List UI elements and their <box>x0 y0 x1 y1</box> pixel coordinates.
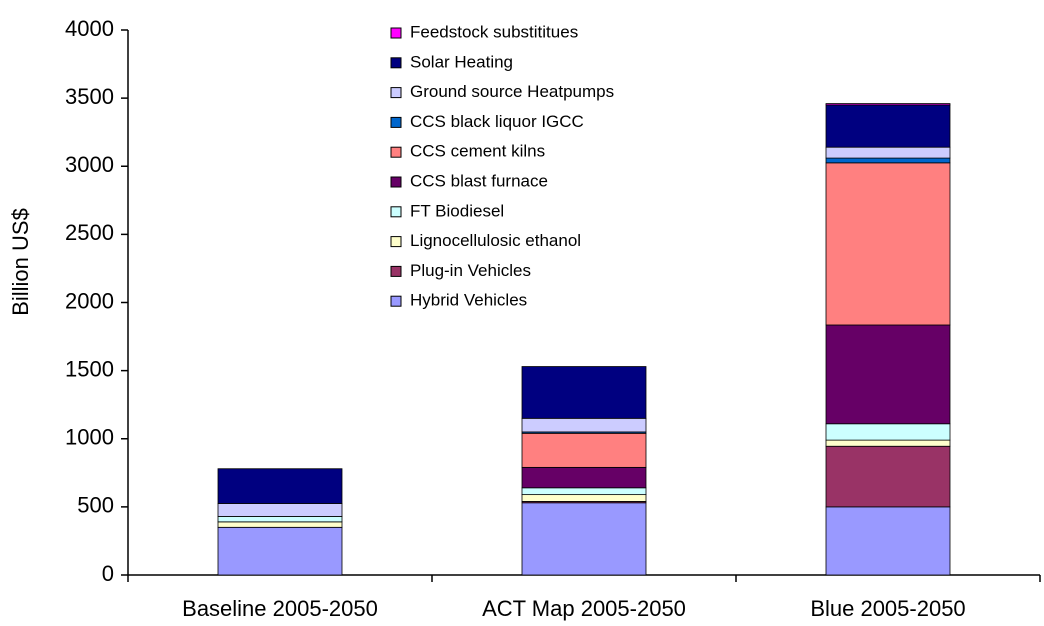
legend-label: Lignocellulosic ethanol <box>410 231 581 250</box>
bar-segment <box>825 146 951 159</box>
bar-segment <box>217 503 343 517</box>
bar-segment <box>825 104 951 148</box>
legend-swatch <box>390 265 402 277</box>
bar-segment <box>825 506 951 576</box>
bar-segment <box>217 521 343 528</box>
y-tick-label: 0 <box>102 561 114 586</box>
legend-swatch <box>390 87 402 99</box>
bar-segment <box>825 439 951 447</box>
bar-segment <box>521 487 647 496</box>
y-tick-label: 1500 <box>65 356 114 381</box>
bar-segment <box>217 468 343 504</box>
bar-segment <box>521 494 647 502</box>
legend-swatch <box>390 116 402 128</box>
legend-label: CCS blast furnace <box>410 171 548 190</box>
legend-swatch <box>390 236 402 248</box>
legend-label: FT Biodiesel <box>410 201 504 220</box>
bar-segment <box>217 516 343 523</box>
y-tick-label: 2500 <box>65 220 114 245</box>
legend-swatch <box>390 57 402 69</box>
legend-label: CCS cement kilns <box>410 142 545 161</box>
y-tick-label: 4000 <box>65 16 114 41</box>
bar-segment <box>521 417 647 433</box>
legend-swatch <box>390 295 402 307</box>
legend-label: Solar Heating <box>410 52 513 71</box>
bar-segment <box>825 324 951 425</box>
y-tick-label: 3000 <box>65 152 114 177</box>
legend-swatch <box>390 176 402 188</box>
legend-label: Feedstock substititues <box>410 22 578 41</box>
legend-swatch <box>390 206 402 218</box>
bar-segment <box>521 432 647 468</box>
legend-label: Hybrid Vehicles <box>410 291 527 310</box>
legend-swatch <box>390 27 402 39</box>
y-axis-label: Billion US$ <box>8 208 33 316</box>
y-tick-label: 2000 <box>65 288 114 313</box>
bar-segment <box>825 162 951 326</box>
bar-segment <box>825 157 951 164</box>
x-tick-label: Baseline 2005-2050 <box>182 596 378 621</box>
legend-label: Ground source Heatpumps <box>410 82 614 101</box>
x-tick-label: ACT Map 2005-2050 <box>482 596 686 621</box>
legend-swatch <box>390 146 402 158</box>
bar-segment <box>521 502 647 576</box>
y-tick-label: 500 <box>77 493 114 518</box>
bar-segment <box>825 423 951 441</box>
x-tick-label: Blue 2005-2050 <box>810 596 965 621</box>
legend-label: CCS black liquor IGCC <box>410 112 584 131</box>
bar-segment <box>825 445 951 508</box>
y-tick-label: 3500 <box>65 84 114 109</box>
bar-segment <box>825 103 951 106</box>
bar-segment <box>521 366 647 419</box>
bar-segment <box>217 526 343 576</box>
y-tick-label: 1000 <box>65 425 114 450</box>
bar-segment <box>521 466 647 489</box>
legend-label: Plug-in Vehicles <box>410 261 531 280</box>
